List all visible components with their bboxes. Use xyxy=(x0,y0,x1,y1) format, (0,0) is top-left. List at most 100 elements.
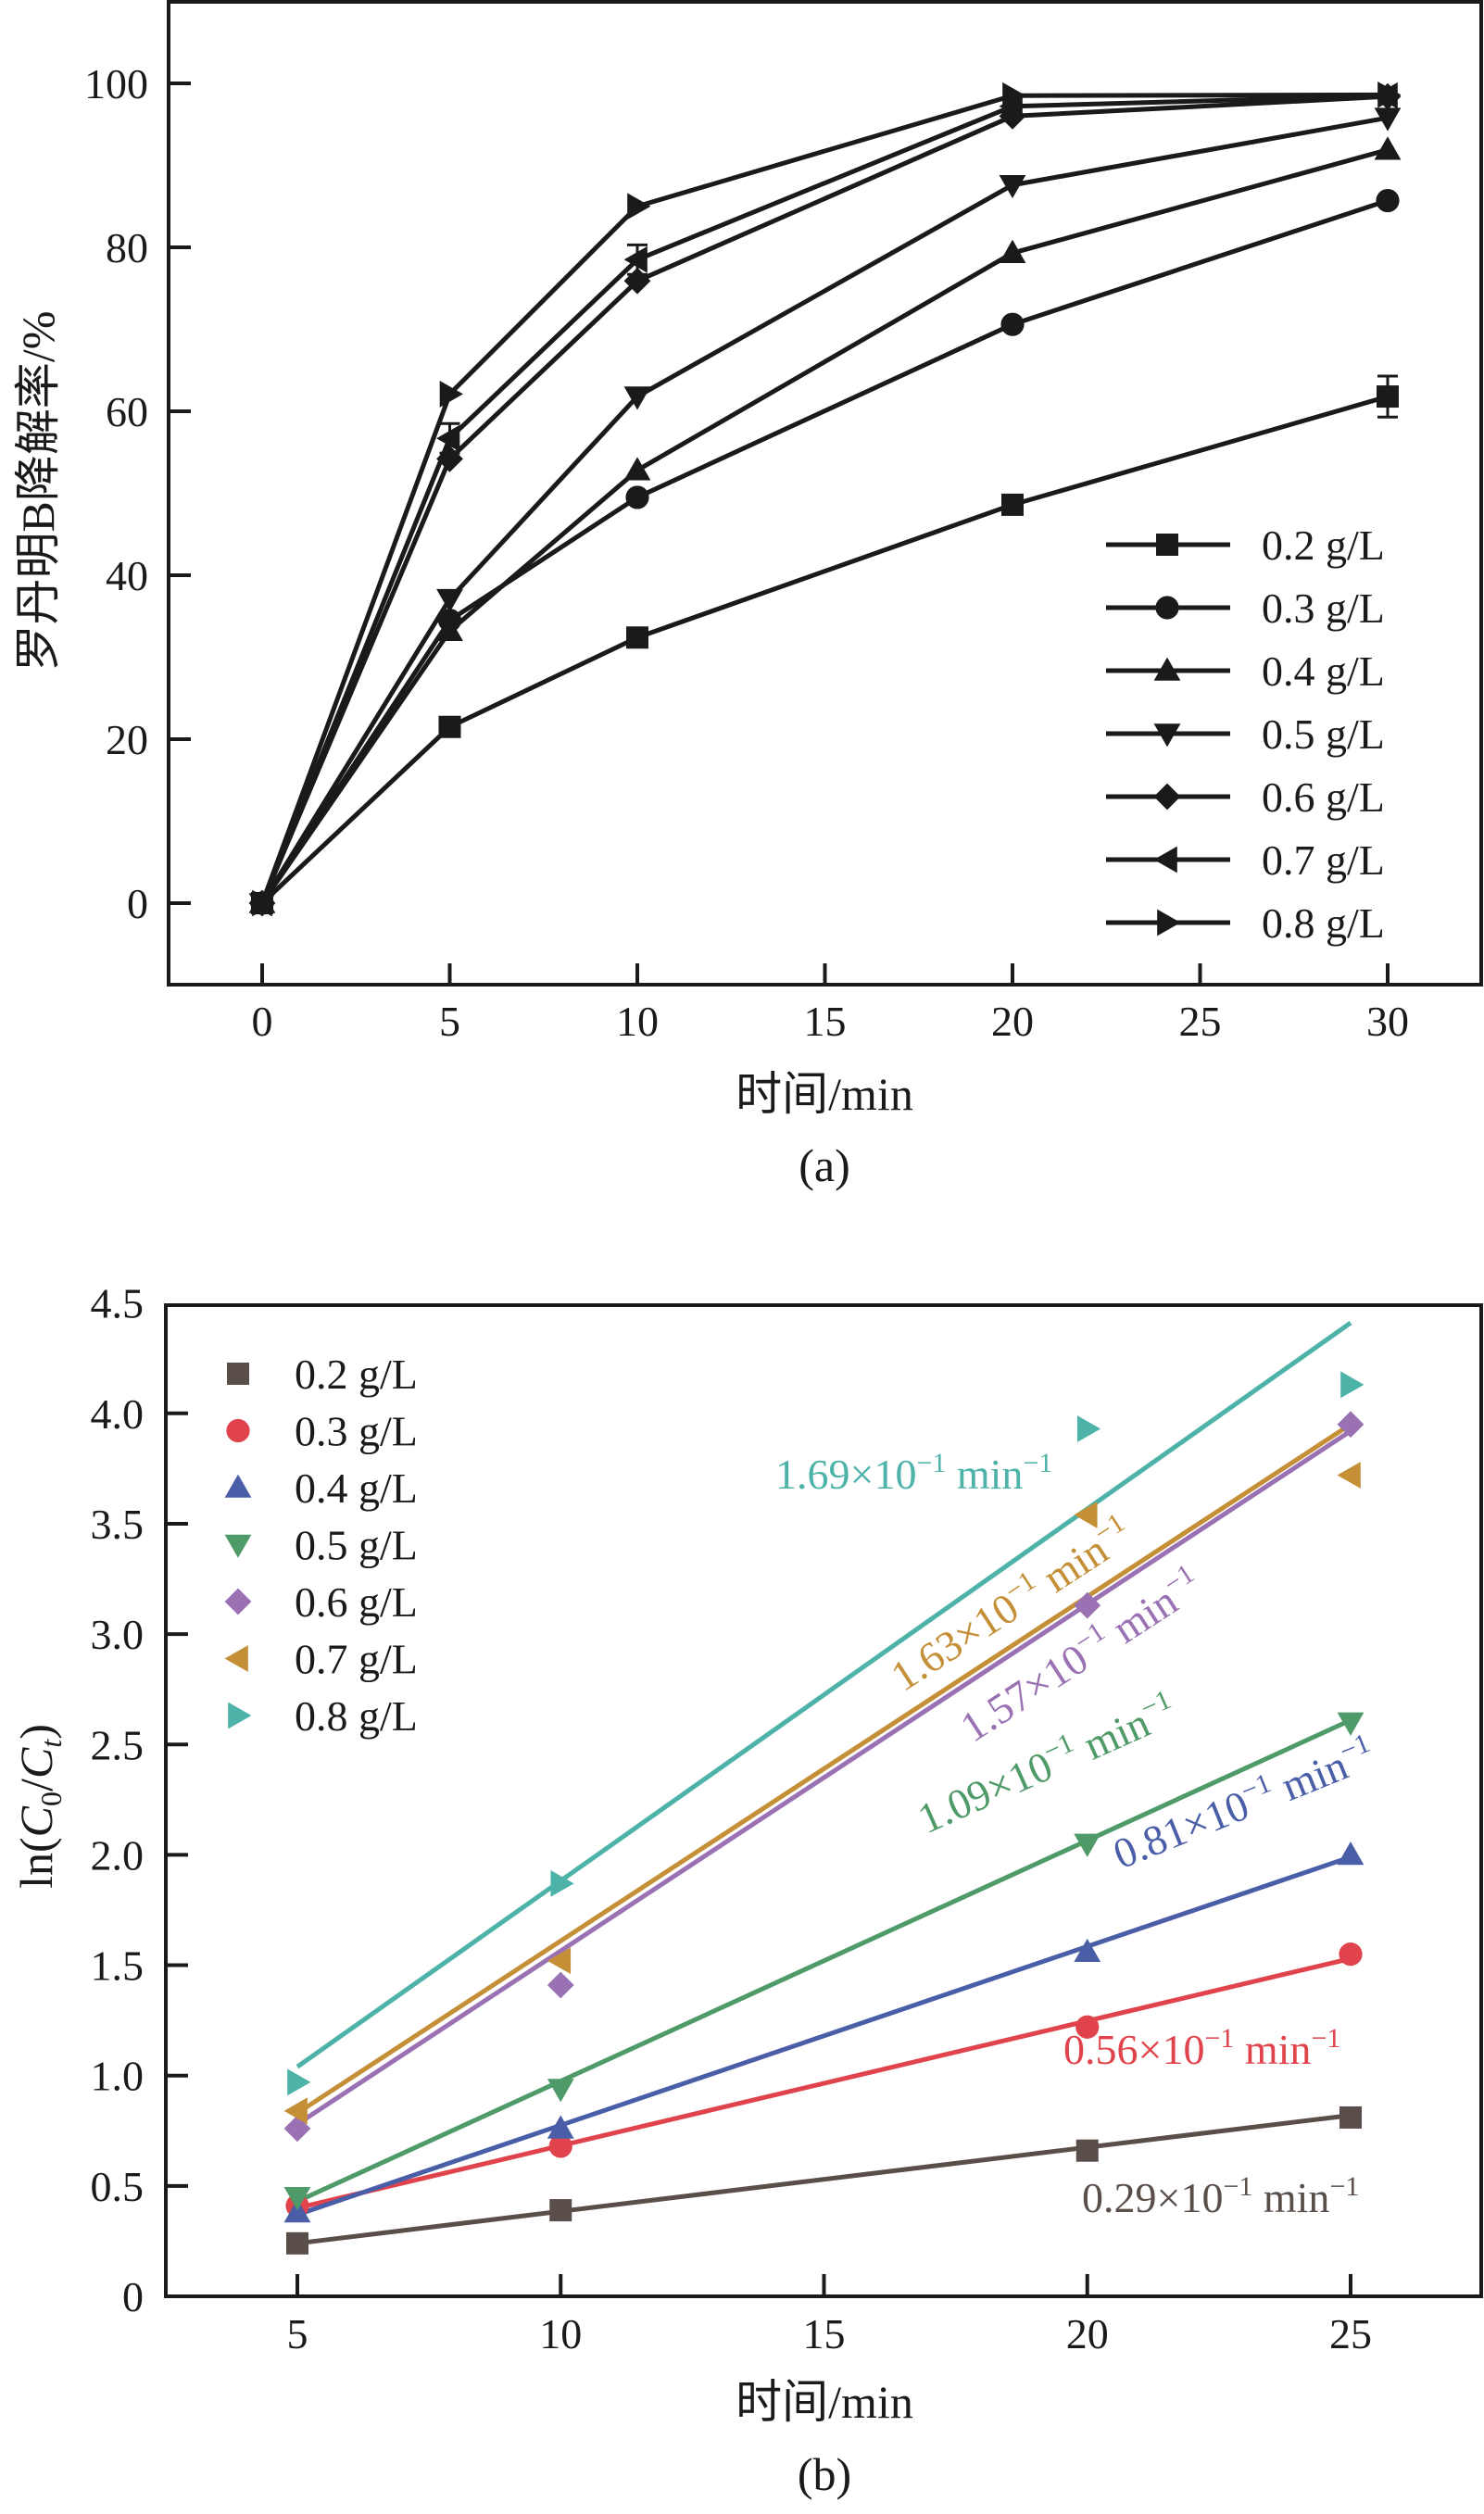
y-tick-label: 0 xyxy=(127,880,148,927)
data-point xyxy=(1337,1712,1365,1736)
legend-label: 0.4 g/L xyxy=(1262,647,1385,695)
y-tick-label: 20 xyxy=(106,716,148,763)
x-tick-label: 10 xyxy=(616,998,659,1045)
legend-label: 0.3 g/L xyxy=(295,1408,418,1455)
data-point xyxy=(1377,81,1402,108)
chart-b-x-axis-title: 时间/min xyxy=(736,2376,913,2428)
fit-line xyxy=(296,2113,1352,2246)
rate-label: 1.69×10−1 min−1 xyxy=(775,1448,1052,1498)
x-tick-label: 20 xyxy=(1066,2310,1109,2357)
data-point xyxy=(287,2068,311,2096)
rate-label: 1.63×10−1 min−1 xyxy=(881,1507,1140,1700)
fit-line xyxy=(296,1955,1352,2211)
data-point xyxy=(1075,2015,1100,2039)
y-tick-label: 0 xyxy=(122,2273,144,2320)
legend-marker xyxy=(224,1534,252,1558)
chart-a-series xyxy=(248,81,1402,917)
data-point xyxy=(286,2231,308,2255)
y-tick-label: 1.5 xyxy=(91,1942,145,1990)
x-tick-label: 15 xyxy=(804,998,847,1045)
legend-marker xyxy=(1153,846,1177,874)
y-tick-label: 100 xyxy=(84,60,148,107)
x-tick-label: 0 xyxy=(252,998,273,1045)
fit-line xyxy=(296,1854,1352,2218)
data-point xyxy=(625,485,649,509)
data-point xyxy=(1001,493,1024,516)
chart-a-ticks: 0 5 10 15 20 25 30 0 20 40 60 80 100 xyxy=(84,60,1409,1045)
fit-line xyxy=(296,1428,1352,2127)
data-point xyxy=(623,386,651,410)
rate-label: 0.81×10−1 min−1 xyxy=(1106,1728,1382,1878)
legend-label: 0.2 g/L xyxy=(1262,522,1385,569)
chart-b-ticks: 5 10 15 20 25 0 0.5 1.0 1.5 2.0 2.5 3.0 3.5 4.0 4.5 xyxy=(91,1280,1373,2357)
x-tick-label: 10 xyxy=(539,2310,582,2357)
legend-marker xyxy=(1157,909,1181,936)
legend-label: 0.8 g/L xyxy=(295,1692,418,1740)
data-point xyxy=(1074,1833,1101,1857)
rate-label: 0.29×10−1 min−1 xyxy=(1082,2171,1359,2221)
y-tick-label: 40 xyxy=(106,552,148,599)
data-point xyxy=(252,889,276,917)
data-point xyxy=(1374,136,1402,160)
data-point xyxy=(1337,1462,1361,1489)
data-point xyxy=(1377,385,1399,409)
fit-line xyxy=(296,1717,1352,2204)
y-tick-label: 0.5 xyxy=(91,2163,145,2210)
legend-marker xyxy=(1153,723,1181,748)
legend-label: 0.8 g/L xyxy=(1262,899,1385,947)
data-point xyxy=(623,245,648,273)
y-tick-label: 80 xyxy=(106,224,148,271)
x-tick-label: 15 xyxy=(803,2310,846,2357)
data-point xyxy=(1374,107,1402,132)
data-point xyxy=(548,2134,572,2158)
x-tick-label: 25 xyxy=(1179,998,1222,1045)
data-point xyxy=(436,588,463,613)
fit-line xyxy=(296,1321,1352,2069)
data-point xyxy=(438,715,461,738)
x-tick-label: 5 xyxy=(287,2310,308,2357)
chart-b-fit-lines xyxy=(296,1321,1352,2246)
data-point xyxy=(1376,188,1400,213)
data-point xyxy=(1337,1842,1365,1866)
data-point xyxy=(1075,2139,1099,2162)
chart-b-points xyxy=(283,1371,1365,2255)
legend-label: 0.7 g/L xyxy=(1262,836,1385,884)
data-point xyxy=(1337,1411,1365,1439)
x-tick-label: 5 xyxy=(439,998,460,1045)
chart-a-x-axis-title: 时间/min xyxy=(736,1068,913,1120)
data-point xyxy=(1002,82,1026,109)
y-tick-label: 2.0 xyxy=(91,1831,145,1879)
data-point xyxy=(550,1869,574,1897)
fit-line xyxy=(296,1422,1352,2116)
data-point xyxy=(283,2199,311,2223)
y-tick-label: 60 xyxy=(106,388,148,435)
data-point xyxy=(1340,1371,1365,1399)
y-tick-label: 4.5 xyxy=(91,1280,145,1327)
legend-label: 0.3 g/L xyxy=(1262,585,1385,632)
data-point xyxy=(1339,1942,1363,1967)
chart-a-y-axis-title: 罗丹明B降解率/% xyxy=(12,311,64,672)
x-tick-label: 25 xyxy=(1329,2310,1372,2357)
legend-label: 0.6 g/L xyxy=(295,1578,418,1626)
series-line-05gL xyxy=(259,115,1389,905)
legend-label: 0.4 g/L xyxy=(295,1464,418,1512)
data-point xyxy=(1076,1415,1101,1442)
chart-b-legend: 0.2 g/L 0.3 g/L 0.4 g/L 0.5 g/L 0.6 g/L 0.7 g… xyxy=(224,1351,418,1740)
y-tick-label: 3.5 xyxy=(91,1501,145,1548)
y-tick-label: 3.0 xyxy=(91,1611,145,1658)
legend-label: 0.5 g/L xyxy=(295,1522,418,1569)
y-tick-label: 4.0 xyxy=(91,1390,145,1438)
legend-marker xyxy=(1153,657,1181,681)
legend-label: 0.6 g/L xyxy=(1262,773,1385,821)
data-point xyxy=(547,2115,574,2139)
data-point xyxy=(627,193,651,220)
chart-b: 5 10 15 20 25 0 0.5 1.0 1.5 2.0 2.5 3.0 3.5 4.0 4.5 0.… xyxy=(10,1280,1483,2500)
data-point xyxy=(436,424,460,452)
y-tick-label: 1.0 xyxy=(91,2053,145,2100)
chart-b-panel-label: (b) xyxy=(798,2448,851,2500)
legend-label: 0.5 g/L xyxy=(1262,710,1385,758)
data-point xyxy=(439,381,463,408)
legend-label: 0.7 g/L xyxy=(295,1636,418,1683)
